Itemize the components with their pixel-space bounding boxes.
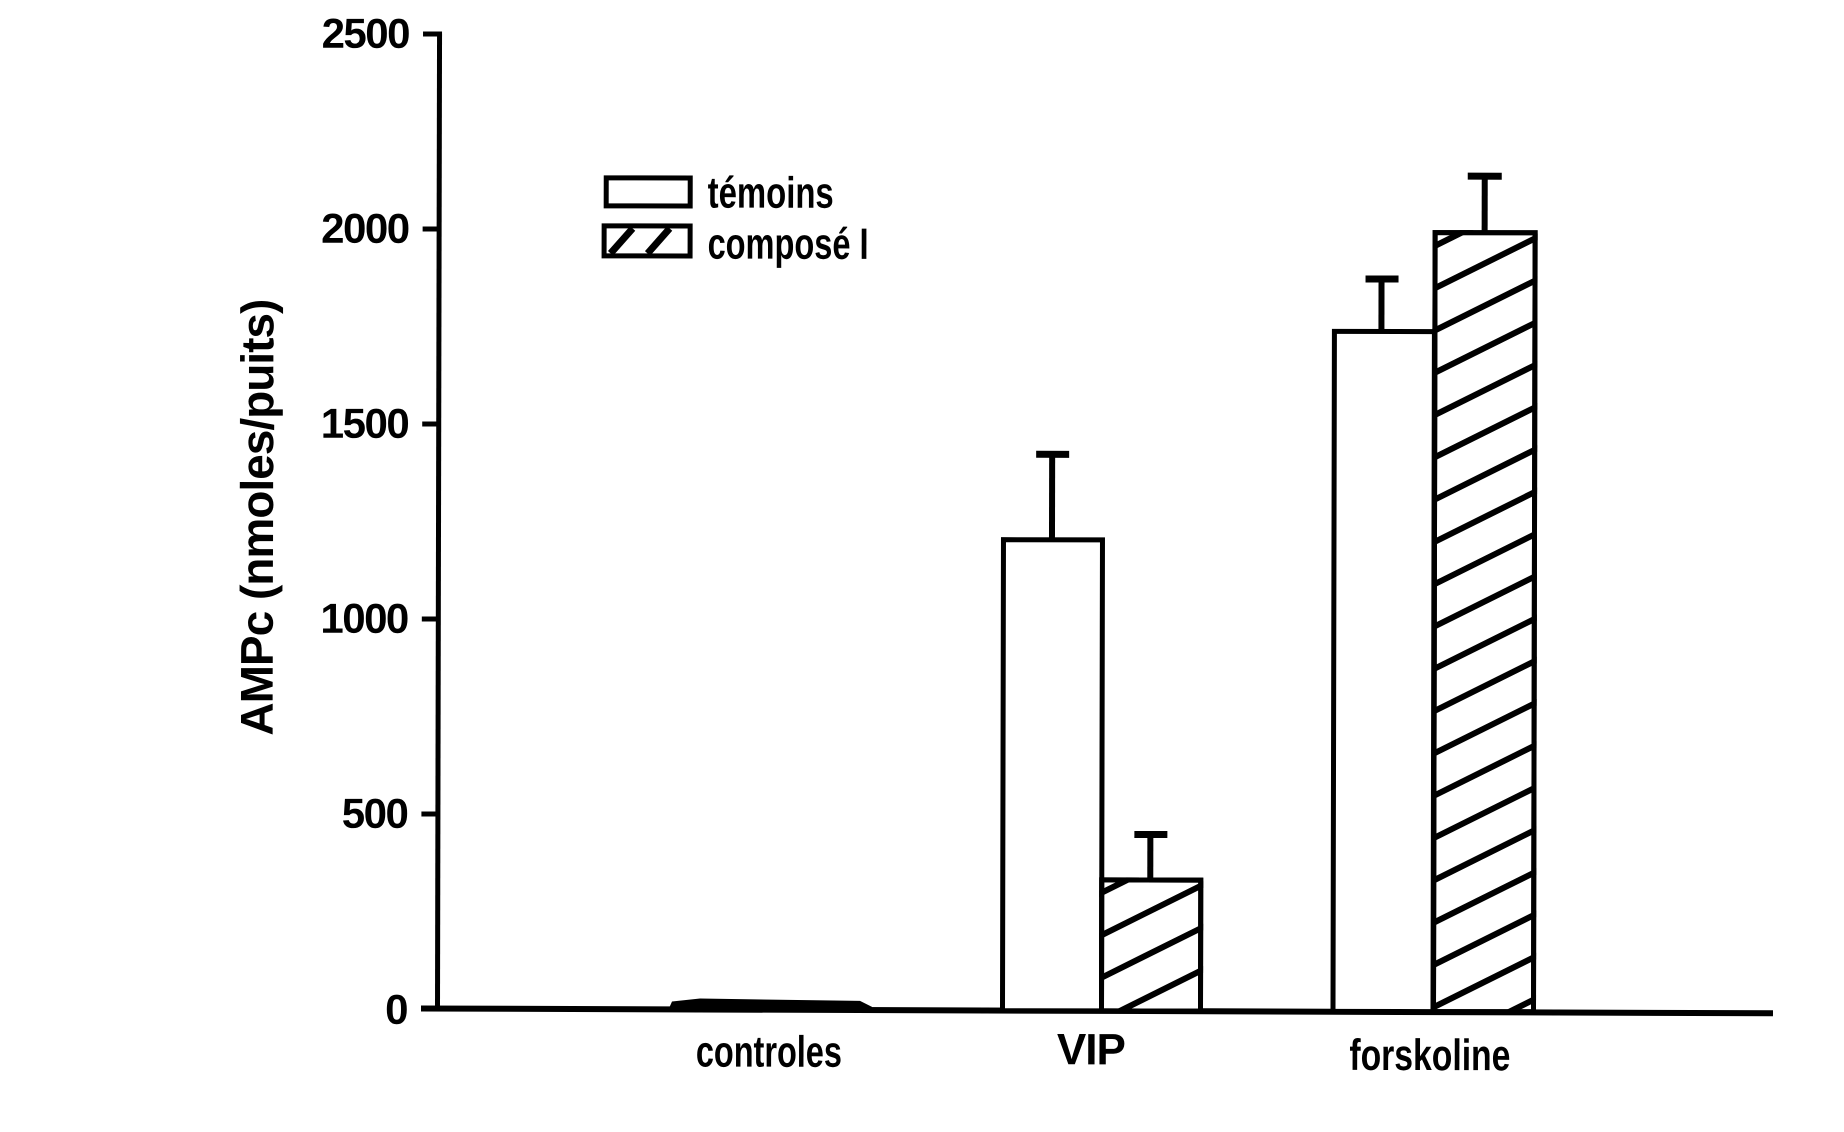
svg-text:0: 0: [385, 986, 407, 1033]
svg-text:controles: controles: [696, 1028, 842, 1077]
svg-text:témoins: témoins: [708, 169, 834, 218]
svg-text:VIP: VIP: [1057, 1025, 1125, 1074]
svg-text:1500: 1500: [321, 400, 409, 447]
svg-text:forskoline: forskoline: [1349, 1031, 1510, 1080]
svg-text:2500: 2500: [322, 10, 410, 57]
svg-text:2000: 2000: [321, 205, 409, 252]
svg-text:1000: 1000: [320, 595, 408, 642]
svg-text:500: 500: [342, 790, 408, 837]
svg-text:composé I: composé I: [708, 220, 869, 269]
svg-text:AMPc (nmoles/puits): AMPc (nmoles/puits): [231, 300, 284, 736]
